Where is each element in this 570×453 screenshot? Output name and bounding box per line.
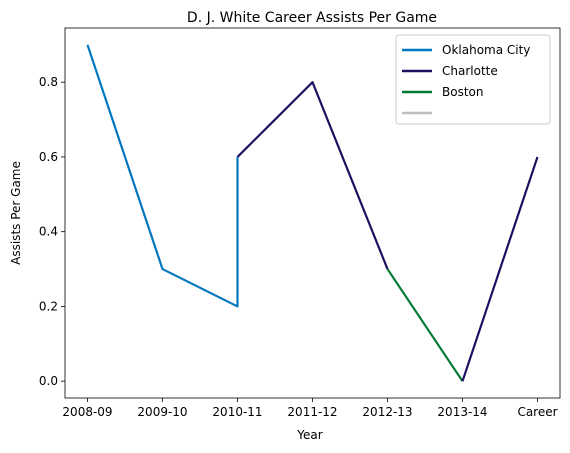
series-lines — [86, 44, 539, 382]
y-ticks: 0.0 0.2 0.4 0.6 0.8 — [39, 75, 65, 388]
x-tick-label: 2013-14 — [437, 405, 487, 419]
y-tick-label: 0.0 — [39, 374, 58, 388]
legend-label: Boston — [442, 85, 483, 99]
x-tick-label: Career — [517, 405, 557, 419]
x-ticks: 2008-09 2009-10 2010-11 2011-12 2012-13 2013-… — [62, 398, 558, 419]
x-tick-label: 2011-12 — [287, 405, 337, 419]
legend-box — [395, 34, 551, 125]
series-line — [461, 156, 539, 382]
y-axis-label: Assists Per Game — [9, 161, 23, 265]
y-tick-label: 0.2 — [39, 299, 58, 313]
series-line — [236, 81, 389, 270]
x-tick-label: 2009-10 — [137, 405, 187, 419]
y-tick-label: 0.6 — [39, 150, 58, 164]
legend-label: Charlotte — [442, 64, 498, 78]
y-tick-label: 0.8 — [39, 75, 58, 89]
y-tick-label: 0.4 — [39, 225, 58, 239]
legend: Oklahoma City Charlotte Boston — [395, 34, 551, 125]
series-line — [386, 268, 464, 382]
x-tick-label: 2008-09 — [62, 405, 112, 419]
series-line — [86, 44, 239, 308]
chart-title: D. J. White Career Assists Per Game — [187, 10, 437, 26]
x-axis-label: Year — [296, 428, 322, 442]
legend-label: Oklahoma City — [442, 43, 530, 57]
x-tick-label: 2010-11 — [212, 405, 262, 419]
x-tick-label: 2012-13 — [362, 405, 412, 419]
